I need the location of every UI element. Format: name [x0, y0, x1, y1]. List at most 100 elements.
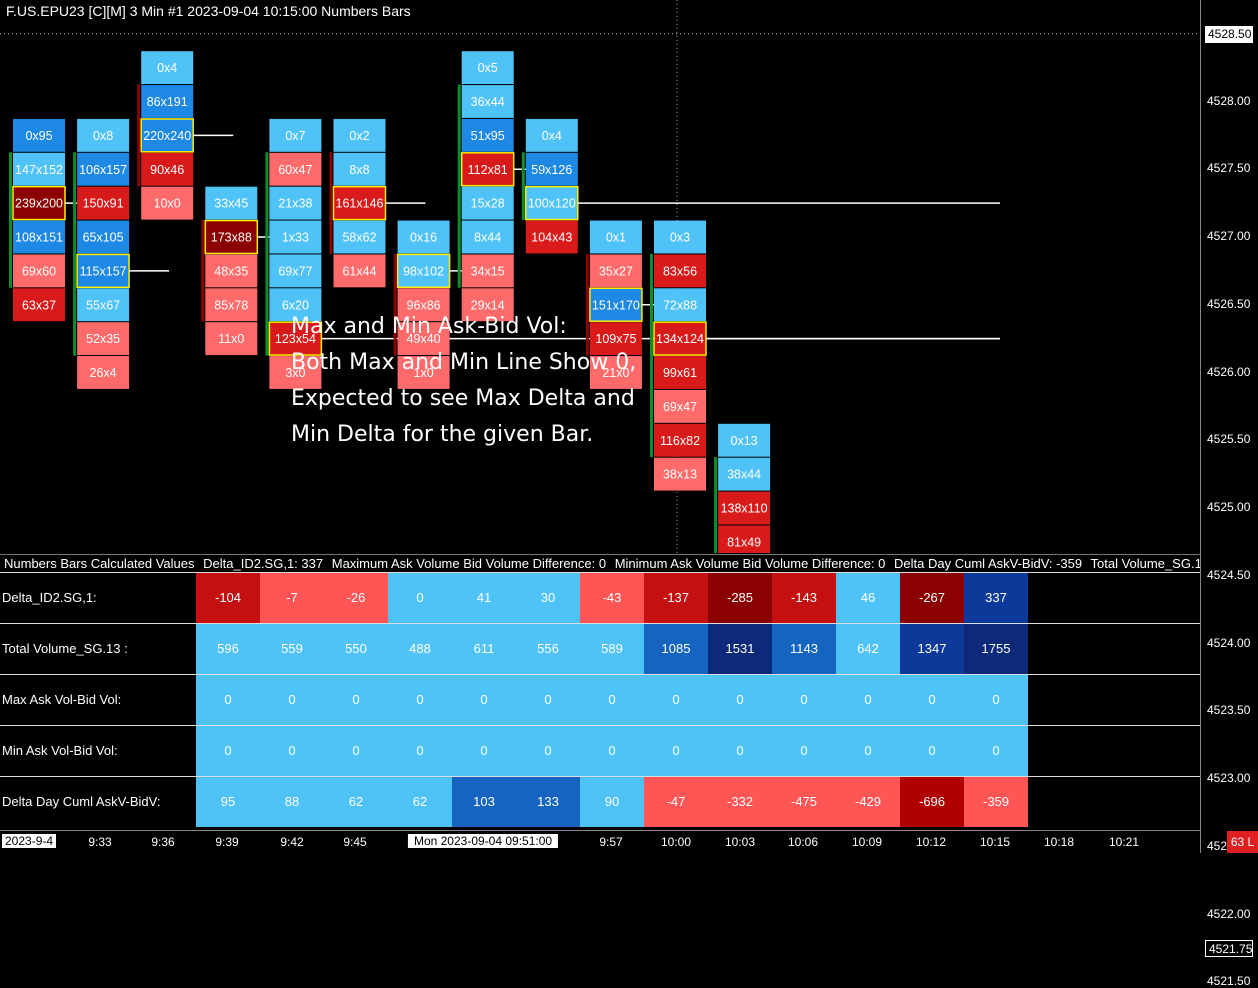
subgraph-cell: 611 [452, 624, 516, 674]
subgraph-cell: -47 [644, 777, 708, 827]
price-axis-label: 4527.00 [1207, 229, 1251, 243]
volume-cell-text: 98x102 [403, 264, 444, 278]
price-axis-label: 4521.50 [1207, 974, 1251, 988]
volume-cell-text: 115x157 [80, 264, 127, 278]
calculated-values-subgraph[interactable]: Delta_ID2.SG,1: -104 -7 -26 0 41 30 -43 -137 -285… [0, 572, 1200, 827]
status-badge: 63 L [1227, 831, 1258, 853]
volume-cell [653, 321, 707, 356]
subgraph-cell: -7 [260, 573, 324, 623]
bar-range-stripe [201, 220, 205, 322]
subgraph-cell: 90 [580, 777, 644, 827]
volume-cell-text: 100x120 [528, 197, 576, 211]
subgraph-cell: 0 [900, 726, 964, 776]
time-axis-label: 10:15 [979, 835, 1011, 849]
subgraph-cell: 0 [452, 726, 516, 776]
study-value-label: Maximum Ask Volume Bid Volume Difference… [331, 556, 607, 571]
price-axis[interactable]: 4529.004528.004527.504527.004526.504526.… [1200, 0, 1258, 988]
subgraph-cell: -429 [836, 777, 900, 827]
volume-cell [13, 288, 65, 322]
subgraph-cell: -26 [324, 573, 388, 623]
subgraph-cell: 30 [516, 573, 580, 623]
price-axis-label: 4522.00 [1207, 906, 1251, 921]
price-axis-label: 4523.50 [1207, 703, 1251, 718]
volume-cell-text: 11x0 [218, 332, 244, 346]
volume-cell [13, 220, 65, 254]
volume-cell [525, 220, 578, 254]
volume-cell [718, 457, 771, 491]
time-axis-label: 9:42 [280, 835, 304, 849]
subgraph-cell: -475 [772, 777, 836, 827]
volume-cell-text: 55x67 [86, 298, 120, 312]
subgraph-row-label: Max Ask Vol-Bid Vol: [2, 692, 122, 707]
time-axis[interactable]: 2023-9-4 9:33 9:36 9:39 9:42 9:45 9:57 10:00 10… [0, 830, 1200, 853]
volume-cell-text: 69x47 [663, 400, 697, 414]
volume-cell [461, 118, 514, 152]
volume-cell [589, 287, 643, 322]
subgraph-cell: 0 [580, 675, 644, 725]
subgraph-cell: -267 [900, 573, 964, 623]
subgraph-cell: 0 [644, 726, 708, 776]
volume-cell-text: 86x191 [147, 95, 188, 109]
time-axis-label: 10:12 [915, 835, 947, 849]
volume-cell [77, 152, 130, 186]
volume-cell [718, 525, 771, 553]
study-value-label: Total Volume_SG.13: 1755 [1090, 556, 1200, 571]
volume-cell [269, 186, 322, 220]
subgraph-cell: 0 [708, 726, 772, 776]
volume-cell [654, 423, 706, 457]
subgraph-cell: 0 [708, 675, 772, 725]
time-axis-label: 9:33 [88, 835, 112, 849]
volume-cell-text: 106x157 [79, 163, 127, 177]
volume-cell [654, 288, 706, 322]
volume-cell-text: 0x13 [731, 434, 758, 448]
subgraph-row: Min Ask Vol-Bid Vol: 0 0 0 0 0 0 0 0 0 0 0 0 0 [0, 725, 1200, 776]
volume-cell [77, 220, 130, 254]
annotation-line: Min Delta for the given Bar. [291, 422, 594, 447]
subgraph-cell: 550 [324, 624, 388, 674]
subgraph-cell: 0 [196, 675, 260, 725]
price-axis-label: 4526.50 [1207, 296, 1251, 311]
volume-cell [654, 254, 706, 288]
volume-cell-text: 3x0 [285, 366, 305, 380]
volume-cell [397, 220, 450, 254]
volume-cell [718, 423, 771, 457]
volume-cell [77, 356, 130, 389]
volume-cell-text: 1x33 [282, 231, 309, 245]
volume-cell-text: 61x44 [342, 264, 376, 278]
volume-cell-text: 150x91 [83, 197, 124, 211]
volume-cell [13, 118, 65, 152]
volume-cell-text: 239x200 [15, 197, 63, 211]
subgraph-cell: 133 [516, 777, 580, 827]
subgraph-row-label: Total Volume_SG.13 : [2, 641, 128, 656]
numbers-bars-chart[interactable]: 0x95 147x152 239x200 108x151 69x60 63x37 0x8 10… [0, 0, 1200, 553]
subgraph-cell: 62 [388, 777, 452, 827]
volume-cell-text: 0x4 [542, 129, 562, 143]
subgraph-cell: 0 [324, 726, 388, 776]
volume-cell [461, 288, 514, 322]
price-axis-label: 4524.00 [1207, 635, 1251, 650]
volume-cell [525, 152, 578, 186]
volume-cell [525, 185, 579, 221]
volume-cell-text: 38x13 [663, 468, 697, 482]
subgraph-row-label: Delta_ID2.SG,1: [2, 590, 97, 605]
volume-cell-text: 21x38 [278, 197, 312, 211]
subgraph-cell: 103 [452, 777, 516, 827]
subgraph-cell: -43 [580, 573, 644, 623]
subgraph-cell: 488 [388, 624, 452, 674]
subgraph-cell: -104 [196, 573, 260, 623]
volume-cell-text: 0x3 [670, 231, 690, 245]
volume-cell [461, 85, 514, 118]
subgraph-cell: 46 [836, 573, 900, 623]
study-value-label: Minimum Ask Volume Bid Volume Difference… [614, 556, 886, 571]
annotation-text: Max and Min Ask-Bid Vol: Both Max and Mi… [291, 309, 711, 453]
volume-cell-text: 59x126 [531, 163, 572, 177]
subgraph-cell: 1143 [772, 624, 836, 674]
volume-cell [205, 322, 258, 356]
subgraph-cell: 0 [772, 726, 836, 776]
volume-cell-text: 116x82 [660, 434, 700, 448]
subgraph-cell: 0 [196, 726, 260, 776]
volume-cell [141, 152, 194, 186]
price-axis-label: 4525.00 [1207, 500, 1251, 514]
subgraph-cell: 0 [644, 675, 708, 725]
volume-cell-text: 35x27 [599, 264, 633, 278]
